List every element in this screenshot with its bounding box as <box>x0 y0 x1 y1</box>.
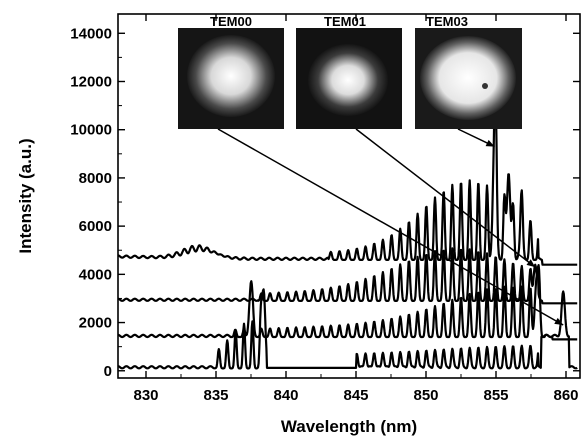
plot-frame <box>117 13 581 379</box>
y-tick-label-4000: 4000 <box>79 266 112 283</box>
x-tick-label-840: 840 <box>273 387 298 404</box>
inset-tem03: TEM03 <box>415 14 522 129</box>
spectrum-line-1 <box>117 247 578 305</box>
x-tick-label-860: 860 <box>553 387 578 404</box>
pointer-arrowhead-tem00 <box>554 317 564 325</box>
inset-tem01: TEM01 <box>296 14 402 129</box>
pointer-arrowhead-tem01 <box>526 259 536 268</box>
x-tick-label-835: 835 <box>203 387 228 404</box>
inset-tem00: TEM00 <box>178 14 284 129</box>
pointer-line-tem01 <box>355 128 536 268</box>
y-axis-ticks: 0 2000 4000 6000 8000 10000 12000 14000 <box>70 25 580 380</box>
inset-tem01-spot <box>308 44 388 116</box>
y-tick-label-14000: 14000 <box>70 25 112 42</box>
x-tick-label-855: 855 <box>483 387 508 404</box>
inset-tem03-label: TEM03 <box>426 14 468 29</box>
y-tick-label-8000: 8000 <box>79 170 112 187</box>
y-tick-label-12000: 12000 <box>70 73 112 90</box>
x-tick-label-845: 845 <box>343 387 368 404</box>
inset-pointer-lines <box>217 128 564 326</box>
inset-tem03-dark-spot <box>482 83 488 89</box>
x-tick-label-830: 830 <box>133 387 158 404</box>
inset-tem00-label: TEM00 <box>210 14 252 29</box>
pointer-arrowhead-tem03 <box>485 139 495 147</box>
y-tick-label-10000: 10000 <box>70 122 112 139</box>
x-axis-title: Wavelength (nm) <box>281 417 417 436</box>
pointer-line-tem00 <box>217 128 564 326</box>
spectrum-line-3 <box>117 288 578 370</box>
inset-tem00-spot <box>187 35 275 117</box>
series-layer <box>117 87 578 370</box>
y-tick-label-0: 0 <box>104 363 112 380</box>
y-tick-label-2000: 2000 <box>79 315 112 332</box>
y-axis-title: Intensity (a.u.) <box>16 138 35 253</box>
x-axis-ticks: 830 835 840 845 850 855 860 <box>133 14 579 404</box>
inset-tem01-label: TEM01 <box>324 14 366 29</box>
y-tick-label-6000: 6000 <box>79 218 112 235</box>
x-tick-label-850: 850 <box>413 387 438 404</box>
spectrum-line-2 <box>117 264 578 341</box>
inset-tem03-spot <box>420 36 516 120</box>
spectrum-line-0 <box>117 87 578 266</box>
